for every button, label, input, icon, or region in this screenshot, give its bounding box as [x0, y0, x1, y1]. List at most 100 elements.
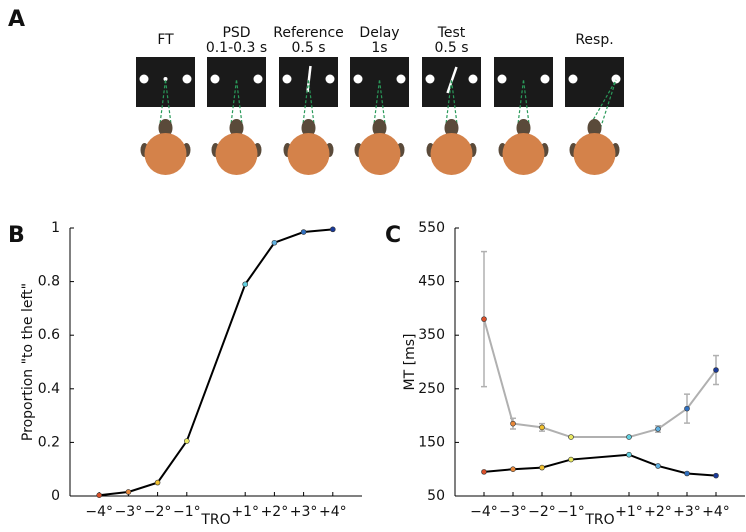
step-name: Reference: [273, 25, 344, 41]
x-tick-label: +1°: [231, 504, 259, 520]
head: [573, 133, 616, 175]
point: [329, 226, 336, 233]
bar-stimulus: [446, 66, 458, 94]
y-tick-label: 0: [51, 488, 60, 504]
x-tick-label: +3°: [673, 504, 701, 520]
point: [125, 489, 132, 495]
y-tick-label: 450: [418, 274, 445, 290]
head: [502, 133, 545, 175]
point: [626, 434, 632, 440]
dot: [396, 74, 406, 84]
panel-letter: C: [385, 223, 401, 248]
point: [626, 451, 632, 458]
x-tick-label: −2°: [528, 504, 556, 520]
y-axis-label: MT [ms]: [402, 334, 418, 391]
head: [358, 133, 401, 175]
dot: [253, 74, 263, 84]
x-tick-label: −1°: [557, 504, 585, 520]
step-duration: 0.1-0.3 s: [206, 40, 267, 56]
x-tick-label: −4°: [470, 504, 498, 520]
x-tick-label: −3°: [115, 504, 143, 520]
x-tick-label: +2°: [644, 504, 672, 520]
gaze: [450, 79, 459, 129]
y-tick-label: 250: [418, 381, 445, 397]
gaze: [301, 79, 310, 129]
y-tick-label: 1: [51, 220, 60, 236]
x-tick-label: +1°: [615, 504, 643, 520]
nose: [516, 119, 531, 137]
point: [684, 470, 690, 477]
step-duration: 1s: [371, 40, 387, 56]
step-name: Test: [437, 25, 466, 41]
nose: [587, 119, 602, 137]
gaze: [522, 79, 531, 129]
point: [510, 466, 516, 473]
point: [184, 438, 190, 444]
y-tick-label: 550: [418, 220, 445, 236]
x-tick-label: +4°: [319, 504, 347, 520]
x-tick-label: −1°: [173, 504, 201, 520]
dot: [568, 74, 578, 84]
nose: [301, 119, 316, 137]
step-duration: 0.5 s: [291, 40, 325, 56]
dot: [468, 74, 478, 84]
x-axis-label: TRO: [584, 512, 614, 528]
point: [154, 479, 161, 486]
x-tick-label: +2°: [261, 504, 289, 520]
step-name: Resp.: [575, 32, 613, 48]
x-tick-label: +4°: [702, 504, 730, 520]
y-axis-label: Proportion "to the left": [20, 283, 36, 441]
nose: [158, 119, 173, 137]
gaze: [444, 79, 453, 129]
dot: [139, 74, 149, 84]
point: [481, 316, 487, 322]
point: [271, 239, 278, 246]
y-tick-label: 0.8: [38, 274, 60, 290]
series-line: [483, 453, 717, 477]
dot: [182, 74, 192, 84]
y-tick-label: 150: [418, 434, 445, 450]
x-tick-label: +3°: [290, 504, 318, 520]
y-tick-label: 0.4: [38, 381, 60, 397]
y-tick-label: 0.6: [38, 327, 60, 343]
series-line: [483, 318, 717, 439]
nose: [229, 119, 244, 137]
x-axis-label: TRO: [200, 512, 230, 528]
point: [655, 426, 661, 432]
point: [242, 281, 248, 288]
panel-letter: A: [8, 7, 25, 32]
head: [215, 133, 258, 175]
step-duration: 0.5 s: [434, 40, 468, 56]
step-name: PSD: [222, 25, 250, 41]
dot: [611, 74, 621, 84]
x-tick-label: −3°: [499, 504, 527, 520]
dot: [540, 74, 550, 84]
head: [287, 133, 330, 175]
point: [539, 424, 545, 431]
dot: [210, 74, 220, 84]
dot: [425, 74, 435, 84]
gaze: [235, 79, 244, 129]
step-name: FT: [157, 32, 174, 48]
y-tick-label: 50: [427, 488, 445, 504]
point: [510, 420, 516, 427]
gaze: [378, 79, 387, 129]
head: [144, 133, 187, 175]
gaze: [516, 79, 525, 129]
point: [96, 492, 102, 498]
gaze: [587, 79, 617, 129]
dot: [325, 74, 335, 84]
point: [713, 472, 719, 479]
panel-letter: B: [8, 223, 25, 248]
step-name: Delay: [359, 25, 399, 41]
point: [568, 434, 574, 440]
gaze: [307, 79, 316, 129]
y-tick-label: 0.2: [38, 434, 60, 450]
nose: [444, 119, 459, 137]
point: [713, 367, 719, 373]
x-tick-label: −4°: [85, 504, 113, 520]
gaze: [599, 79, 617, 129]
point: [655, 463, 661, 469]
dot: [497, 74, 507, 84]
